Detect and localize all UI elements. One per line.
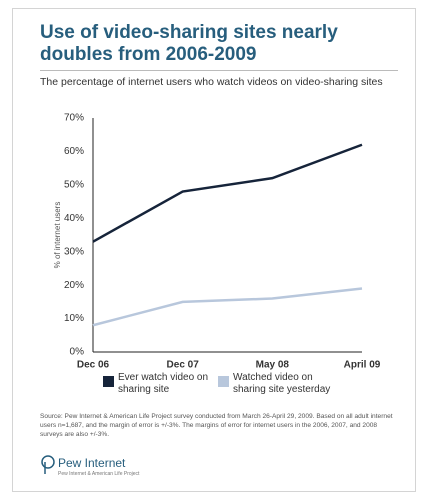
logo-tagline: Pew Internet & American Life Project: [58, 471, 140, 477]
y-axis-title: % of internet users: [53, 202, 62, 269]
chart-title: Use of video-sharing sites nearly double…: [40, 22, 338, 65]
y-tick-label: 10%: [64, 313, 84, 324]
y-tick-label: 70%: [64, 113, 84, 124]
legend-swatch: [218, 376, 229, 387]
x-tick-label: May 08: [256, 360, 290, 371]
legend-label: Ever watch video on sharing site: [118, 372, 209, 395]
logo-icon: [41, 455, 55, 474]
y-tick-label: 40%: [64, 213, 84, 224]
series-line: [92, 143, 363, 243]
legend-label: Watched video on sharing site yesterday: [233, 372, 331, 395]
frame: [12, 8, 416, 492]
y-tick-label: 30%: [64, 246, 84, 257]
legend-swatch: [103, 376, 114, 387]
logo-name: Pew Internet: [58, 456, 126, 470]
x-tick-label: Dec 07: [167, 360, 200, 371]
y-tick-label: 50%: [64, 179, 84, 190]
x-tick-label: April 09: [344, 360, 381, 371]
title-rule: [40, 70, 398, 71]
series-line: [92, 287, 363, 327]
x-tick-label: Dec 06: [77, 360, 110, 371]
source-note: Source: Pew Internet & American Life Pro…: [40, 413, 393, 438]
y-tick-label: 20%: [64, 280, 84, 291]
y-tick-label: 0%: [70, 347, 85, 358]
chart-subtitle: The percentage of internet users who wat…: [40, 76, 383, 88]
y-tick-label: 60%: [64, 146, 84, 157]
